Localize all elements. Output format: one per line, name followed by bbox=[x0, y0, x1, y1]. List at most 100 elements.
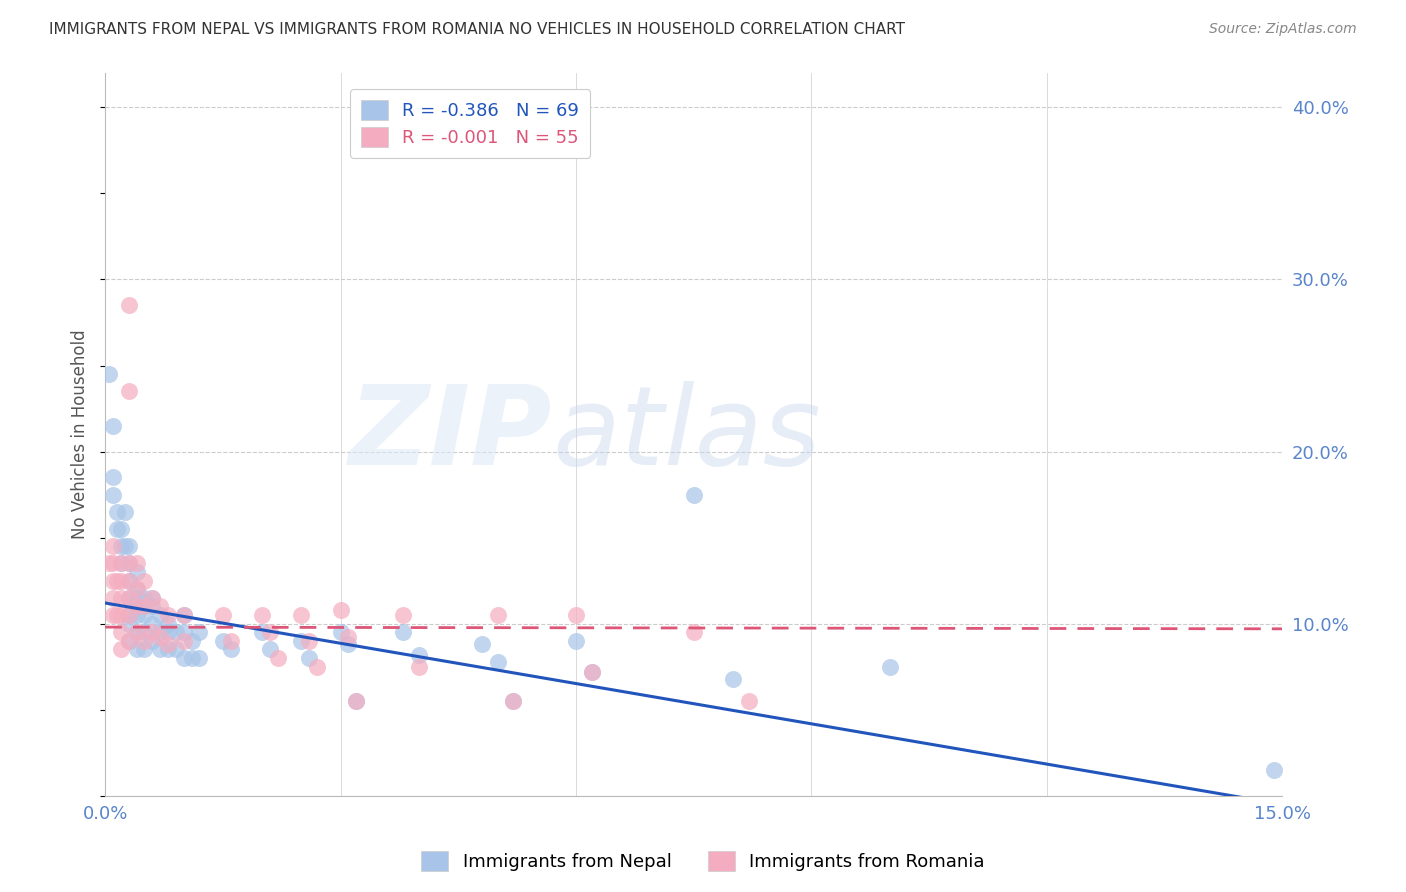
Point bbox=[141, 599, 163, 614]
Point bbox=[125, 599, 148, 614]
Point bbox=[125, 582, 148, 597]
Point bbox=[219, 633, 242, 648]
Point bbox=[98, 557, 121, 571]
Point bbox=[156, 625, 179, 640]
Point bbox=[307, 659, 329, 673]
Point bbox=[298, 651, 321, 665]
Point bbox=[149, 625, 172, 640]
Point bbox=[105, 608, 128, 623]
Text: Source: ZipAtlas.com: Source: ZipAtlas.com bbox=[1209, 22, 1357, 37]
Point bbox=[134, 642, 156, 657]
Point bbox=[118, 574, 141, 588]
Legend: Immigrants from Nepal, Immigrants from Romania: Immigrants from Nepal, Immigrants from R… bbox=[413, 844, 993, 879]
Point bbox=[110, 642, 132, 657]
Point bbox=[101, 608, 124, 623]
Point bbox=[101, 591, 124, 605]
Point bbox=[141, 625, 163, 640]
Point bbox=[110, 522, 132, 536]
Point bbox=[118, 591, 141, 605]
Point bbox=[141, 616, 163, 631]
Point bbox=[110, 608, 132, 623]
Point bbox=[250, 608, 273, 623]
Point bbox=[101, 557, 124, 571]
Point bbox=[125, 591, 148, 605]
Point bbox=[290, 608, 312, 623]
Point bbox=[156, 616, 179, 631]
Point bbox=[737, 694, 759, 708]
Point bbox=[118, 608, 141, 623]
Point bbox=[149, 608, 172, 623]
Point bbox=[392, 625, 415, 640]
Point bbox=[101, 574, 124, 588]
Point bbox=[682, 625, 704, 640]
Point bbox=[392, 608, 415, 623]
Point bbox=[105, 522, 128, 536]
Point bbox=[250, 625, 273, 640]
Point bbox=[118, 557, 141, 571]
Point bbox=[110, 557, 132, 571]
Point bbox=[180, 651, 202, 665]
Point bbox=[581, 665, 603, 679]
Point bbox=[165, 642, 187, 657]
Point bbox=[110, 574, 132, 588]
Point bbox=[212, 633, 235, 648]
Point bbox=[105, 505, 128, 519]
Point bbox=[408, 648, 430, 662]
Point bbox=[156, 642, 179, 657]
Point bbox=[98, 367, 121, 381]
Point bbox=[329, 603, 352, 617]
Point bbox=[259, 642, 281, 657]
Point bbox=[149, 599, 172, 614]
Point bbox=[118, 633, 141, 648]
Point bbox=[101, 470, 124, 484]
Point bbox=[173, 608, 195, 623]
Point bbox=[581, 665, 603, 679]
Point bbox=[188, 625, 211, 640]
Point bbox=[565, 633, 588, 648]
Point bbox=[173, 633, 195, 648]
Point bbox=[125, 608, 148, 623]
Point bbox=[125, 625, 148, 640]
Point bbox=[219, 642, 242, 657]
Point bbox=[165, 625, 187, 640]
Point bbox=[134, 625, 156, 640]
Point bbox=[188, 651, 211, 665]
Point bbox=[118, 539, 141, 553]
Point bbox=[486, 655, 509, 669]
Point bbox=[141, 633, 163, 648]
Point bbox=[125, 565, 148, 579]
Point bbox=[134, 574, 156, 588]
Point bbox=[486, 608, 509, 623]
Point bbox=[156, 637, 179, 651]
Point bbox=[114, 505, 136, 519]
Legend: R = -0.386   N = 69, R = -0.001   N = 55: R = -0.386 N = 69, R = -0.001 N = 55 bbox=[350, 89, 591, 158]
Point bbox=[259, 625, 281, 640]
Point bbox=[471, 637, 494, 651]
Point bbox=[173, 608, 195, 623]
Point bbox=[141, 591, 163, 605]
Point bbox=[682, 487, 704, 501]
Point bbox=[105, 574, 128, 588]
Point bbox=[212, 608, 235, 623]
Point bbox=[1263, 763, 1285, 777]
Point bbox=[125, 557, 148, 571]
Point bbox=[337, 637, 360, 651]
Point bbox=[114, 539, 136, 553]
Point bbox=[173, 625, 195, 640]
Point bbox=[156, 608, 179, 623]
Point bbox=[134, 599, 156, 614]
Point bbox=[125, 582, 148, 597]
Point bbox=[134, 591, 156, 605]
Point bbox=[337, 631, 360, 645]
Point bbox=[101, 487, 124, 501]
Point bbox=[565, 608, 588, 623]
Text: atlas: atlas bbox=[553, 381, 821, 488]
Point bbox=[118, 557, 141, 571]
Point bbox=[502, 694, 524, 708]
Point bbox=[879, 659, 901, 673]
Point bbox=[298, 633, 321, 648]
Point bbox=[134, 608, 156, 623]
Point bbox=[134, 633, 156, 648]
Point bbox=[110, 625, 132, 640]
Point bbox=[344, 694, 367, 708]
